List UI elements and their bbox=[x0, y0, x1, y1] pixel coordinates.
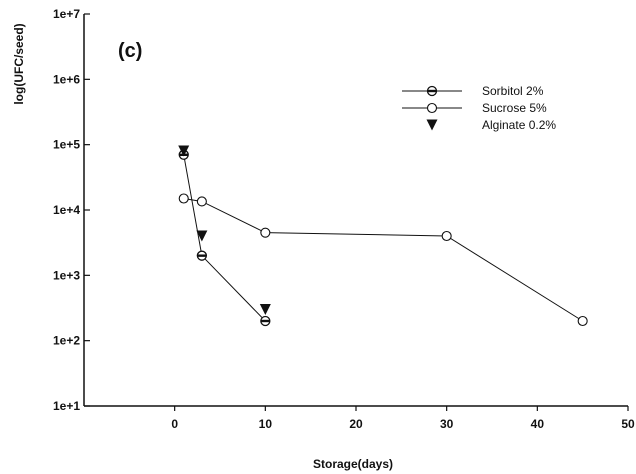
y-tick-label: 1e+6 bbox=[53, 72, 80, 86]
plot-area: 1e+1 1e+2 1e+3 1e+4 1e+5 1e+6 1e+7 0 10 20 30 40 50 bbox=[53, 7, 635, 431]
y-tick-label: 1e+1 bbox=[53, 399, 80, 413]
data-point bbox=[196, 230, 208, 242]
legend-item: Sucrose 5% bbox=[402, 101, 547, 115]
x-tick-label: 10 bbox=[259, 417, 273, 431]
y-tick-label: 1e+4 bbox=[53, 203, 80, 217]
y-tick-label: 1e+3 bbox=[53, 268, 80, 282]
legend-marker bbox=[426, 119, 438, 131]
y-tick-label: 1e+5 bbox=[53, 138, 80, 152]
y-tick-label: 1e+2 bbox=[53, 334, 80, 348]
data-point bbox=[441, 230, 452, 242]
data-point bbox=[259, 303, 271, 315]
legend-label: Sorbitol 2% bbox=[482, 84, 544, 98]
legend-item: Sorbitol 2% bbox=[402, 84, 544, 98]
data-point bbox=[196, 196, 207, 207]
series-3 bbox=[178, 145, 271, 315]
data-point bbox=[260, 227, 271, 238]
data-point bbox=[260, 315, 271, 327]
data-point bbox=[196, 250, 208, 261]
data-point bbox=[178, 145, 190, 157]
y-tick-label: 1e+7 bbox=[53, 7, 80, 21]
panel-label: (c) bbox=[118, 40, 142, 62]
x-tick-label: 30 bbox=[440, 417, 454, 431]
legend-label: Alginate 0.2% bbox=[482, 118, 556, 132]
legend-marker bbox=[426, 102, 438, 114]
x-tick-label: 50 bbox=[621, 417, 635, 431]
y-axis-title: log(UFC/seed) bbox=[12, 23, 26, 104]
data-point bbox=[178, 193, 189, 204]
legend-marker bbox=[426, 85, 438, 97]
series-2 bbox=[178, 193, 588, 327]
legend: Sorbitol 2% Sucrose 5% Alginate 0.2% bbox=[402, 84, 556, 132]
x-axis-title: Storage(days) bbox=[313, 457, 393, 471]
series-line bbox=[183, 198, 583, 322]
series-line bbox=[183, 154, 266, 322]
x-tick-label: 20 bbox=[349, 417, 363, 431]
x-tick-label: 40 bbox=[531, 417, 545, 431]
x-tick-label: 0 bbox=[171, 417, 178, 431]
data-point bbox=[577, 315, 588, 327]
series-1 bbox=[178, 149, 271, 327]
legend-label: Sucrose 5% bbox=[482, 101, 547, 115]
legend-item: Alginate 0.2% bbox=[426, 118, 556, 132]
